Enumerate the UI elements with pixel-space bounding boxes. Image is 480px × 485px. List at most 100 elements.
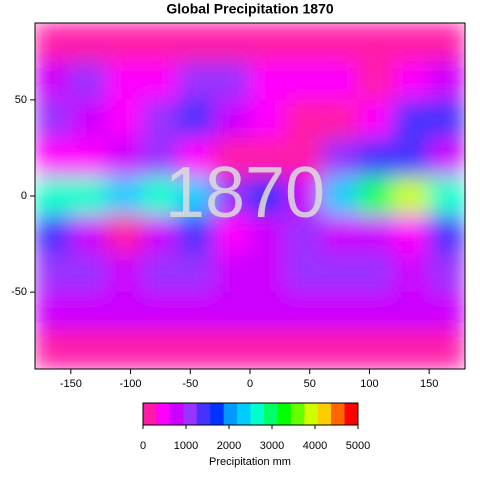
heat-cell (213, 330, 251, 369)
heat-cell (392, 253, 430, 293)
colorbar-tick-label: 0 (140, 440, 146, 452)
heat-cell (357, 214, 394, 255)
heat-cell (213, 137, 251, 178)
heat-cell (142, 99, 179, 139)
heat-cell (285, 291, 323, 332)
heat-cell (428, 137, 465, 178)
heat-cell (392, 214, 430, 255)
heat-cell (249, 291, 287, 332)
heat-cell (213, 60, 251, 101)
heat-cell (106, 291, 143, 332)
heat-cell (428, 291, 465, 332)
heat-cell (35, 176, 72, 216)
heat-cell (177, 23, 215, 62)
heat-cell (213, 23, 251, 62)
heat-cell (35, 137, 72, 178)
heat-cell (321, 99, 358, 139)
colorbar-tick-label: 4000 (303, 440, 327, 452)
x-tick-label: -150 (60, 378, 82, 390)
colorbar-swatch (250, 403, 265, 425)
colorbar-swatch (344, 403, 359, 425)
heat-cell (142, 137, 179, 178)
heat-cell (428, 60, 465, 101)
colorbar-swatch (237, 403, 251, 425)
heat-cell (321, 291, 358, 332)
colorbar-swatch (304, 403, 319, 425)
x-tick-label: -100 (120, 378, 142, 390)
heat-cell (70, 176, 108, 216)
y-tick-label: 50 (15, 94, 27, 106)
heat-cell (35, 99, 72, 139)
heat-cell (357, 176, 394, 216)
heat-cell (249, 137, 287, 178)
heat-cell (106, 214, 143, 255)
heat-cell (177, 330, 215, 369)
y-tick-label: 0 (21, 190, 27, 202)
cells (35, 23, 465, 369)
heat-cell (213, 176, 251, 216)
heat-cell (357, 291, 394, 332)
heat-cell (249, 176, 287, 216)
heat-cell (249, 214, 287, 255)
heat-cell (142, 176, 179, 216)
heat-cell (428, 176, 465, 216)
heat-cell (35, 60, 72, 101)
heat-cell (70, 253, 108, 293)
colorbar-frame (142, 402, 359, 426)
heat-cell (285, 137, 323, 178)
field (35, 23, 465, 369)
colorbar-title: Precipitation mm (209, 456, 291, 468)
heat-cell (213, 253, 251, 293)
heat-cell (177, 291, 215, 332)
heat-cell (428, 99, 465, 139)
heat-cell (249, 253, 287, 293)
heat-cell (357, 330, 394, 369)
heat-cell (321, 60, 358, 101)
heat-cell (249, 23, 287, 62)
watermark: 1870 (165, 153, 325, 233)
colorbar-swatch (290, 403, 305, 425)
heat-cell (321, 176, 358, 216)
heat-cell (392, 137, 430, 178)
colorbar-swatch (331, 403, 346, 425)
heat-cell (428, 253, 465, 293)
heat-cell (177, 99, 215, 139)
heat-cell (321, 253, 358, 293)
heat-cell (321, 214, 358, 255)
heat-cell (357, 253, 394, 293)
heat-cell (249, 330, 287, 369)
colorbar-swatch (183, 403, 198, 425)
chart-title: Global Precipitation 1870 (166, 1, 333, 17)
heat-cell (35, 214, 72, 255)
heat-cell (106, 99, 143, 139)
heat-cell (142, 330, 179, 369)
heat-cell (106, 253, 143, 293)
x-tick-label: 150 (420, 378, 438, 390)
colorbar-swatch (223, 403, 238, 425)
heat-cell (392, 99, 430, 139)
colorbar-swatch (263, 403, 278, 425)
y-tick-label: -50 (11, 286, 27, 298)
heat-cell (321, 23, 358, 62)
heat-cell (106, 60, 143, 101)
colorbar-tick-label: 2000 (217, 440, 241, 452)
heat-cell (142, 291, 179, 332)
heat-cell (177, 60, 215, 101)
heat-cell (357, 137, 394, 178)
heat-cell (357, 60, 394, 101)
heat-cell (106, 23, 143, 62)
heat-cell (177, 214, 215, 255)
heat-cell (106, 137, 143, 178)
heat-cell (249, 99, 287, 139)
heat-cell (428, 23, 465, 62)
heat-cell (142, 60, 179, 101)
heat-cell (285, 23, 323, 62)
heat-cell (70, 60, 108, 101)
heat-cell (249, 60, 287, 101)
heat-cell (392, 330, 430, 369)
colorbar-swatch (277, 403, 292, 425)
heat-cell (70, 291, 108, 332)
heat-cell (70, 23, 108, 62)
heat-cell (35, 330, 72, 369)
